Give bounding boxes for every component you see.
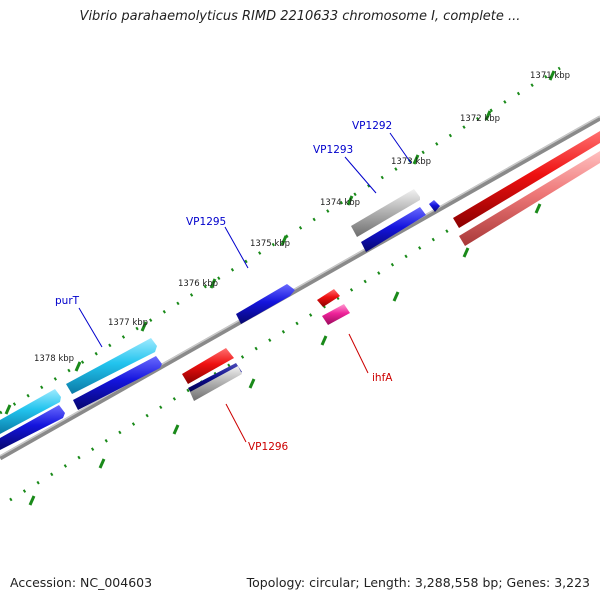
accession-info: Accession: NC_004603 — [10, 575, 153, 590]
gene-vp1296[interactable] — [190, 366, 242, 401]
gene-cyan-left[interactable] — [0, 389, 61, 434]
label-vp1296[interactable]: VP1296 — [248, 441, 289, 453]
label-vp1293[interactable]: VP1293 — [313, 144, 353, 156]
chromosome-backbone — [0, 115, 600, 461]
label-purT[interactable]: purT — [55, 295, 80, 307]
kbp-label-1371: 1371 kbp — [530, 71, 570, 81]
gene-blue-forward-b[interactable] — [73, 356, 162, 410]
label-vp1292[interactable]: VP1292 — [352, 120, 392, 132]
inner-major-ticks — [28, 203, 542, 506]
kbp-label-1376: 1376 kbp — [178, 279, 218, 289]
gene-vp1295[interactable] — [236, 284, 295, 324]
gene-salmon[interactable] — [459, 151, 600, 246]
kbp-label-1373: 1373 kbp — [391, 157, 431, 167]
label-vp1295[interactable]: VP1295 — [186, 216, 226, 228]
gene-purT[interactable] — [66, 338, 157, 394]
gene-red-forward[interactable] — [453, 131, 600, 228]
outer-major-ticks — [4, 70, 556, 415]
label-ihfA[interactable]: ihfA — [372, 372, 393, 384]
gene-red-reverse-small[interactable] — [317, 289, 340, 307]
topology-info: Topology: circular; Length: 3,288,558 bp… — [246, 575, 590, 590]
gene-ihfA[interactable] — [322, 304, 350, 325]
gene-blue-forward-a[interactable] — [361, 207, 426, 252]
leader-lines — [78, 132, 412, 443]
kbp-label-1377: 1377 kbp — [108, 318, 148, 328]
gene-red-reverse[interactable] — [182, 348, 234, 384]
kbp-label-1374: 1374 kbp — [320, 198, 360, 208]
gene-blue-forward-c[interactable] — [0, 405, 65, 450]
gene-vp1293[interactable] — [351, 189, 420, 237]
gene-vp1292[interactable] — [429, 200, 440, 212]
sequence-title: Vibrio parahaemolyticus RIMD 2210633 chr… — [79, 9, 521, 24]
kbp-label-1372: 1372 kbp — [460, 114, 500, 124]
kbp-label-1378: 1378 kbp — [34, 354, 74, 364]
kbp-label-1375: 1375 kbp — [250, 239, 290, 249]
chromosome-backbone-highlight — [0, 115, 600, 457]
